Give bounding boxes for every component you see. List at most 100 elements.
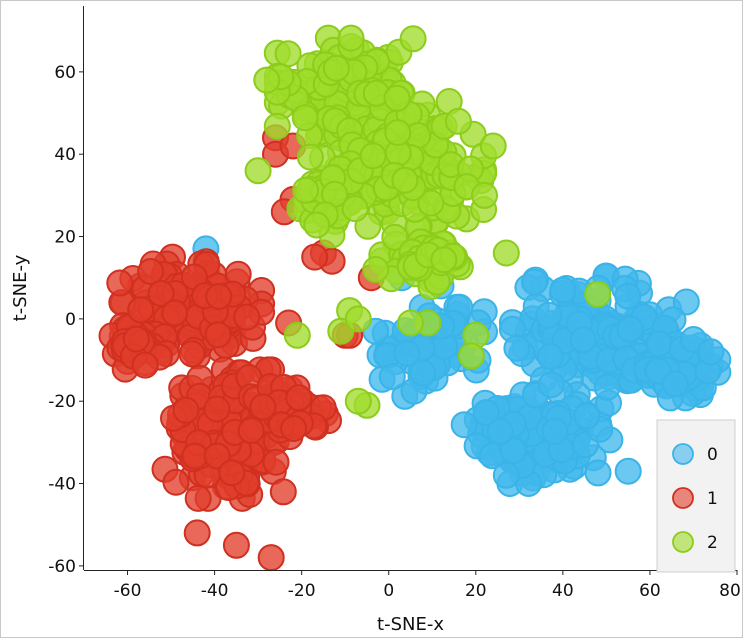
scatter-point: [344, 305, 372, 333]
scatter-point: [122, 325, 150, 353]
scatter-point: [471, 181, 498, 209]
scatter-point: [127, 296, 155, 324]
x-tick-label: -40: [201, 581, 229, 601]
scatter-point: [203, 395, 231, 423]
scatter-point: [616, 315, 644, 343]
scatter-point: [344, 387, 372, 415]
y-tick-label: 40: [54, 145, 76, 165]
scatter-point: [391, 166, 419, 194]
scatter-point: [147, 280, 175, 307]
y-tick-label: -60: [48, 557, 76, 577]
x-tick-label: 60: [639, 581, 661, 601]
legend-box: [656, 419, 736, 573]
scatter-point: [249, 393, 277, 421]
scatter-point: [486, 417, 514, 445]
scatter-point: [362, 256, 390, 283]
scatter-point: [301, 243, 329, 271]
scatter-point: [172, 396, 200, 424]
scatter-point: [253, 66, 281, 94]
scatter-point: [536, 343, 564, 370]
scatter-point: [378, 363, 406, 391]
scatter-point: [205, 283, 233, 310]
scatter-point: [285, 384, 313, 412]
scatter-point: [503, 334, 531, 362]
scatter-point: [283, 321, 311, 349]
scatter-point: [296, 143, 324, 171]
legend-marker-2: [672, 531, 694, 553]
scatter-point: [161, 299, 189, 327]
scatter-point: [537, 371, 565, 399]
scatter-point: [303, 211, 331, 239]
scatter-point: [204, 321, 232, 349]
scatter-point: [541, 417, 569, 445]
scatter-point: [381, 223, 409, 251]
y-tick-label: -40: [48, 475, 76, 495]
scatter-point: [399, 25, 427, 53]
y-tick-label: 20: [54, 228, 76, 248]
scatter-point: [384, 119, 412, 146]
legend: 0 1 2: [656, 419, 736, 573]
scatter-point: [244, 157, 272, 185]
scatter-point: [397, 309, 424, 337]
series-1: [98, 124, 385, 572]
scatter-point: [393, 339, 421, 367]
scatter-point: [218, 459, 246, 487]
y-axis-title: t-SNE-y: [10, 254, 31, 321]
scatter-point: [269, 478, 297, 506]
scatter-point: [521, 268, 548, 296]
scatter-point: [233, 303, 261, 331]
scatter-point: [337, 24, 365, 52]
scatter-point: [183, 519, 211, 547]
y-tick-label: 60: [54, 63, 76, 83]
scatter-point: [584, 459, 612, 487]
scatter-point: [569, 326, 597, 354]
scatter-point: [237, 417, 265, 445]
scatter-point: [322, 54, 350, 82]
scatter-point: [262, 448, 290, 476]
scatter-point: [417, 189, 445, 217]
scatter-point: [222, 531, 250, 559]
x-tick-label: 40: [552, 581, 574, 601]
scatter-point: [280, 415, 308, 442]
scatter-point: [549, 276, 577, 304]
scatter-point: [479, 132, 507, 160]
scatter-point: [697, 338, 725, 366]
scatter-point: [535, 301, 563, 329]
legend-marker-1: [672, 487, 694, 509]
scatter-point: [614, 457, 642, 485]
scatter-point: [645, 330, 673, 358]
scatter-point: [593, 373, 621, 401]
y-tick-label: 0: [65, 310, 76, 330]
scatter-point: [573, 402, 601, 430]
scatter-point: [472, 399, 500, 427]
scatter-point: [430, 246, 458, 274]
scatter-point: [584, 280, 612, 308]
scatter-point: [137, 258, 165, 285]
y-tick-label: -20: [48, 392, 76, 412]
scatter-point: [614, 282, 642, 310]
scatter-point: [162, 468, 190, 496]
scatter-point: [457, 342, 485, 370]
scatter-point: [359, 142, 387, 170]
scatter-point: [492, 239, 520, 267]
legend-marker-0: [672, 443, 694, 465]
legend-label-2: 2: [707, 533, 718, 553]
scatter-point: [291, 104, 319, 132]
scatter-point: [444, 107, 472, 135]
scatter-points: [98, 24, 732, 572]
scatter-point: [341, 195, 369, 223]
scatter-point: [672, 288, 700, 316]
scatter-point: [492, 461, 520, 489]
scatter-point: [131, 351, 159, 379]
x-tick-label: 80: [719, 581, 741, 601]
series-2: [244, 24, 612, 419]
series-0: [192, 235, 732, 497]
legend-label-0: 0: [707, 445, 718, 465]
x-axis-title: t-SNE-x: [377, 614, 444, 635]
scatter-point: [383, 84, 411, 112]
scatter-point: [661, 370, 689, 398]
scatter-point: [257, 544, 285, 572]
scatter-point: [106, 269, 134, 297]
